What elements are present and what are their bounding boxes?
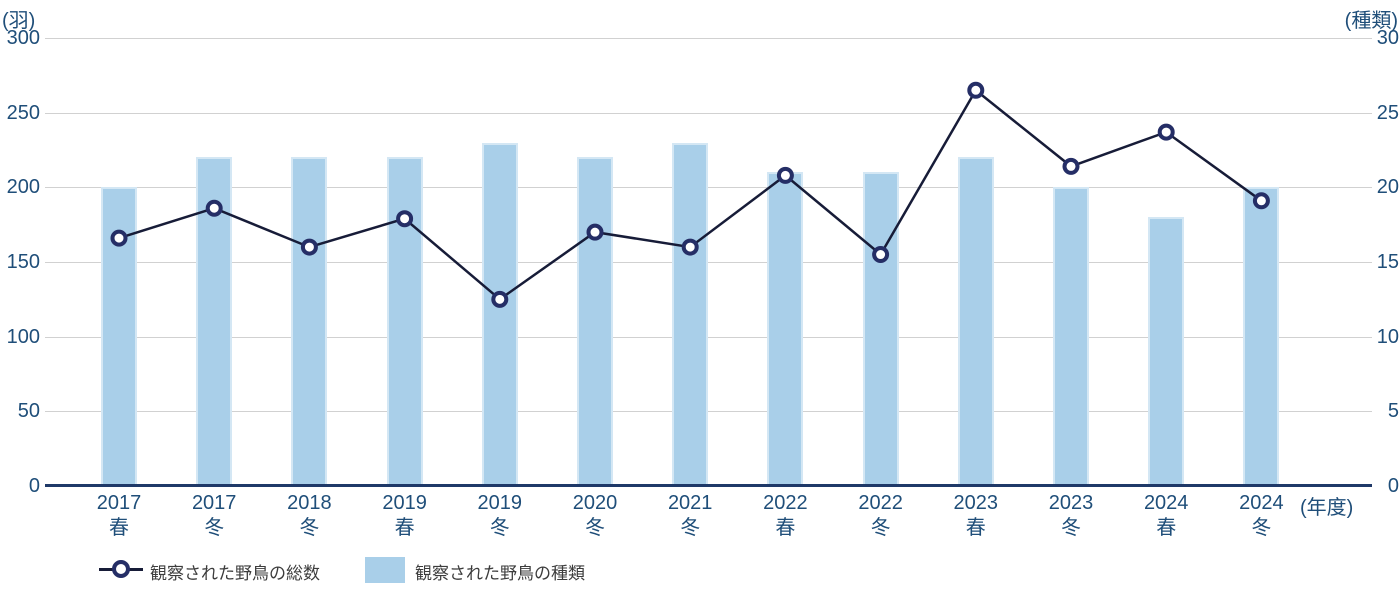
x-axis-category-label: 2019 冬 <box>455 491 545 540</box>
category-season-label: 冬 <box>870 517 891 539</box>
category-season-label: 春 <box>775 517 796 539</box>
left-axis-tick-label: 0 <box>28 475 40 497</box>
bar <box>1243 187 1280 486</box>
right-axis-tick-label: 15 <box>1376 251 1399 273</box>
data-point-marker <box>967 81 985 99</box>
category-season-label: 冬 <box>299 517 320 539</box>
gridline <box>45 336 1372 338</box>
right-axis-tick-label: 5 <box>1387 400 1399 423</box>
line-series <box>110 81 1270 308</box>
data-point-marker <box>1157 123 1175 141</box>
left-axis-tick-label: 250 <box>6 101 40 124</box>
right-axis-tick-label: 10 <box>1376 325 1399 348</box>
category-season-label: 冬 <box>680 517 701 539</box>
data-point-marker <box>776 166 794 184</box>
line-path <box>118 88 1263 301</box>
bar <box>1148 217 1185 486</box>
category-season-label: 冬 <box>204 517 225 539</box>
x-axis-category-label: 2021 冬 <box>645 491 735 540</box>
category-season-label: 冬 <box>489 517 510 539</box>
data-point-marker <box>110 229 128 247</box>
left-axis-tick-label: 50 <box>17 400 40 423</box>
data-point-marker <box>1062 157 1080 175</box>
category-year-label: 2017 <box>191 492 237 514</box>
category-year-label: 2017 <box>96 492 142 514</box>
x-axis-category-label: 2022 春 <box>740 491 830 540</box>
right-axis-unit-label: (種類) <box>1344 10 1398 32</box>
x-axis-category-label: 2022 冬 <box>836 491 926 540</box>
bar <box>957 157 994 486</box>
category-season-label: 春 <box>394 517 415 539</box>
x-axis-category-label: 2020 冬 <box>550 491 640 540</box>
legend-label-bar-series: 観察された野鳥の種類 <box>415 564 585 583</box>
right-axis-tick-label: 0 <box>1387 475 1399 497</box>
bar-legend-swatch-icon <box>365 557 405 583</box>
category-year-label: 2019 <box>477 492 523 514</box>
x-axis-category-label: 2018 冬 <box>264 491 354 540</box>
gridline <box>45 38 1372 39</box>
x-axis-line <box>45 484 1372 487</box>
left-axis-tick-label: 200 <box>6 176 40 199</box>
category-season-label: 春 <box>1156 517 1177 539</box>
bar <box>481 142 518 486</box>
category-year-label: 2019 <box>382 492 427 514</box>
category-season-label: 冬 <box>1251 517 1272 539</box>
data-point-marker <box>300 238 318 256</box>
category-season-label: 春 <box>965 517 986 539</box>
bar <box>1053 187 1089 486</box>
plot-area <box>45 38 1372 487</box>
x-axis-unit-label: (年度) <box>1300 497 1354 519</box>
bar <box>101 187 137 486</box>
x-axis-category-label: 2024 冬 <box>1216 491 1306 540</box>
category-year-label: 2024 <box>1239 492 1284 514</box>
category-year-label: 2023 <box>953 492 999 514</box>
data-point-marker <box>396 210 414 228</box>
data-point-marker <box>681 238 699 256</box>
category-year-label: 2022 <box>763 492 808 514</box>
category-season-label: 冬 <box>1061 517 1081 539</box>
data-point-marker <box>1252 192 1270 210</box>
bar <box>767 172 804 486</box>
left-axis-tick-label: 100 <box>6 325 40 348</box>
gridline <box>45 262 1372 263</box>
right-axis-tick-label: 20 <box>1376 176 1399 199</box>
data-point-marker <box>586 223 604 241</box>
data-point-marker <box>491 290 509 308</box>
x-axis-category-label: 2023 春 <box>931 491 1021 540</box>
bar <box>862 172 899 486</box>
right-axis-tick-label: 25 <box>1376 101 1399 124</box>
x-axis-category-label: 2017 冬 <box>169 491 259 540</box>
category-season-label: 冬 <box>585 517 605 539</box>
left-axis-unit-label: (羽) <box>2 10 36 32</box>
gridline <box>45 187 1372 189</box>
category-season-label: 春 <box>109 517 129 539</box>
bar <box>577 157 613 486</box>
data-point-marker <box>872 246 890 264</box>
line-legend-marker-icon <box>99 560 143 578</box>
legend-label-line-series: 観察された野鳥の総数 <box>150 564 320 583</box>
category-year-label: 2020 <box>572 492 618 514</box>
x-axis-category-label: 2017 春 <box>74 491 164 540</box>
bar <box>672 142 709 486</box>
category-year-label: 2022 <box>858 492 903 514</box>
gridline <box>45 411 1372 413</box>
left-axis-tick-label: 150 <box>6 251 40 273</box>
x-axis-category-label: 2024 春 <box>1121 491 1211 540</box>
x-axis-category-label: 2023 冬 <box>1026 491 1116 540</box>
category-year-label: 2023 <box>1048 492 1094 514</box>
category-year-label: 2021 <box>667 492 713 514</box>
category-year-label: 2018 <box>287 492 332 514</box>
left-axis-tick-label: 300 <box>6 27 40 49</box>
x-axis-category-label: 2019 春 <box>360 491 450 540</box>
data-point-marker <box>205 199 223 217</box>
bar <box>291 157 328 486</box>
category-year-label: 2024 <box>1143 492 1189 514</box>
right-axis-tick-label: 30 <box>1376 27 1399 49</box>
gridline <box>45 112 1372 114</box>
